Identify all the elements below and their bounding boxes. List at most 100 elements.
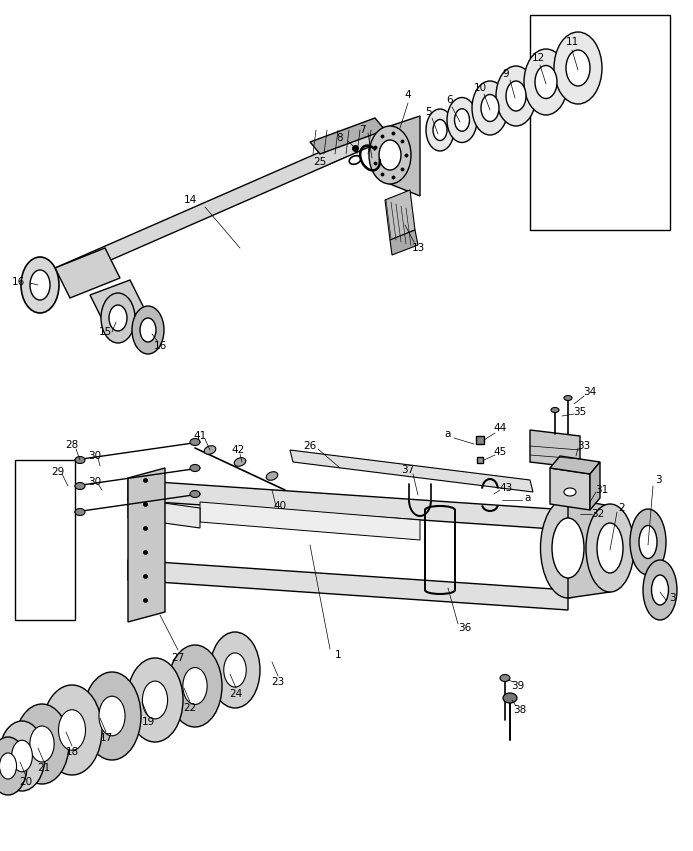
Ellipse shape — [204, 446, 216, 454]
Text: 8: 8 — [337, 133, 343, 143]
Polygon shape — [390, 230, 418, 255]
Text: 25: 25 — [313, 157, 326, 167]
Text: 3: 3 — [669, 593, 675, 603]
Text: 23: 23 — [272, 677, 285, 687]
Ellipse shape — [127, 658, 183, 742]
Text: 30: 30 — [89, 477, 102, 487]
Text: 26: 26 — [304, 441, 317, 451]
Ellipse shape — [0, 721, 45, 791]
Ellipse shape — [58, 710, 85, 751]
Ellipse shape — [426, 109, 454, 151]
Text: 36: 36 — [458, 623, 472, 633]
Text: 24: 24 — [229, 689, 243, 699]
Ellipse shape — [190, 465, 200, 471]
Ellipse shape — [266, 471, 278, 480]
Text: 17: 17 — [99, 733, 113, 743]
Ellipse shape — [168, 645, 222, 727]
Ellipse shape — [447, 98, 477, 142]
Ellipse shape — [651, 575, 669, 605]
Text: 16: 16 — [11, 277, 25, 287]
Ellipse shape — [190, 490, 200, 498]
Text: a: a — [445, 429, 451, 439]
Text: 6: 6 — [447, 95, 453, 105]
Ellipse shape — [224, 653, 246, 687]
Ellipse shape — [481, 94, 499, 122]
Ellipse shape — [12, 740, 33, 772]
Polygon shape — [530, 15, 670, 230]
Text: 13: 13 — [412, 243, 425, 253]
Text: 30: 30 — [89, 451, 102, 461]
Polygon shape — [55, 248, 120, 298]
Polygon shape — [55, 128, 385, 280]
Ellipse shape — [42, 685, 102, 775]
Ellipse shape — [500, 675, 510, 682]
Text: 41: 41 — [193, 431, 207, 441]
Ellipse shape — [30, 726, 54, 762]
Ellipse shape — [0, 753, 17, 779]
Text: 42: 42 — [231, 445, 245, 455]
Text: 21: 21 — [37, 763, 51, 773]
Polygon shape — [530, 430, 580, 468]
Polygon shape — [550, 456, 600, 474]
Polygon shape — [128, 498, 200, 528]
Ellipse shape — [566, 50, 590, 86]
Ellipse shape — [496, 66, 536, 126]
Ellipse shape — [0, 737, 27, 795]
Ellipse shape — [597, 523, 623, 573]
Text: a: a — [525, 493, 532, 503]
Ellipse shape — [524, 49, 568, 115]
Text: 37: 37 — [401, 465, 414, 475]
Ellipse shape — [552, 518, 584, 578]
Ellipse shape — [142, 681, 168, 719]
Text: 10: 10 — [473, 83, 486, 93]
Text: 29: 29 — [51, 467, 64, 477]
Ellipse shape — [369, 126, 411, 184]
Polygon shape — [128, 480, 568, 530]
Ellipse shape — [75, 456, 85, 464]
Ellipse shape — [535, 66, 557, 99]
Polygon shape — [590, 462, 600, 510]
Text: 14: 14 — [184, 195, 197, 205]
Text: 27: 27 — [171, 653, 184, 663]
Text: 22: 22 — [184, 703, 197, 713]
Text: 4: 4 — [405, 90, 412, 100]
Text: 20: 20 — [19, 777, 33, 787]
Ellipse shape — [541, 498, 595, 598]
Polygon shape — [128, 560, 568, 610]
Text: 18: 18 — [65, 747, 78, 757]
Ellipse shape — [183, 667, 207, 705]
Text: 7: 7 — [359, 125, 365, 135]
Text: 16: 16 — [153, 341, 166, 351]
Ellipse shape — [99, 696, 125, 736]
Text: 2: 2 — [619, 503, 625, 513]
Ellipse shape — [639, 526, 657, 558]
Polygon shape — [15, 460, 75, 620]
Ellipse shape — [586, 504, 634, 592]
Ellipse shape — [75, 509, 85, 516]
Text: 12: 12 — [532, 53, 545, 63]
Ellipse shape — [564, 488, 576, 496]
Text: 45: 45 — [493, 447, 507, 457]
Text: 44: 44 — [493, 423, 507, 433]
Ellipse shape — [132, 306, 164, 354]
Text: 43: 43 — [500, 483, 513, 493]
Text: 40: 40 — [274, 501, 287, 511]
Ellipse shape — [210, 632, 260, 708]
Polygon shape — [390, 116, 420, 196]
Ellipse shape — [83, 672, 141, 760]
Text: 34: 34 — [584, 387, 597, 397]
Text: 19: 19 — [141, 717, 155, 727]
Ellipse shape — [554, 32, 602, 104]
Text: 38: 38 — [514, 705, 527, 715]
Ellipse shape — [433, 119, 447, 140]
Polygon shape — [310, 118, 385, 154]
Ellipse shape — [75, 483, 85, 489]
Text: 28: 28 — [65, 440, 78, 450]
Ellipse shape — [455, 109, 469, 131]
Text: 5: 5 — [425, 107, 431, 117]
Ellipse shape — [630, 509, 666, 575]
Polygon shape — [90, 280, 145, 325]
Text: 11: 11 — [565, 37, 579, 47]
Ellipse shape — [101, 293, 135, 343]
Polygon shape — [550, 468, 590, 510]
